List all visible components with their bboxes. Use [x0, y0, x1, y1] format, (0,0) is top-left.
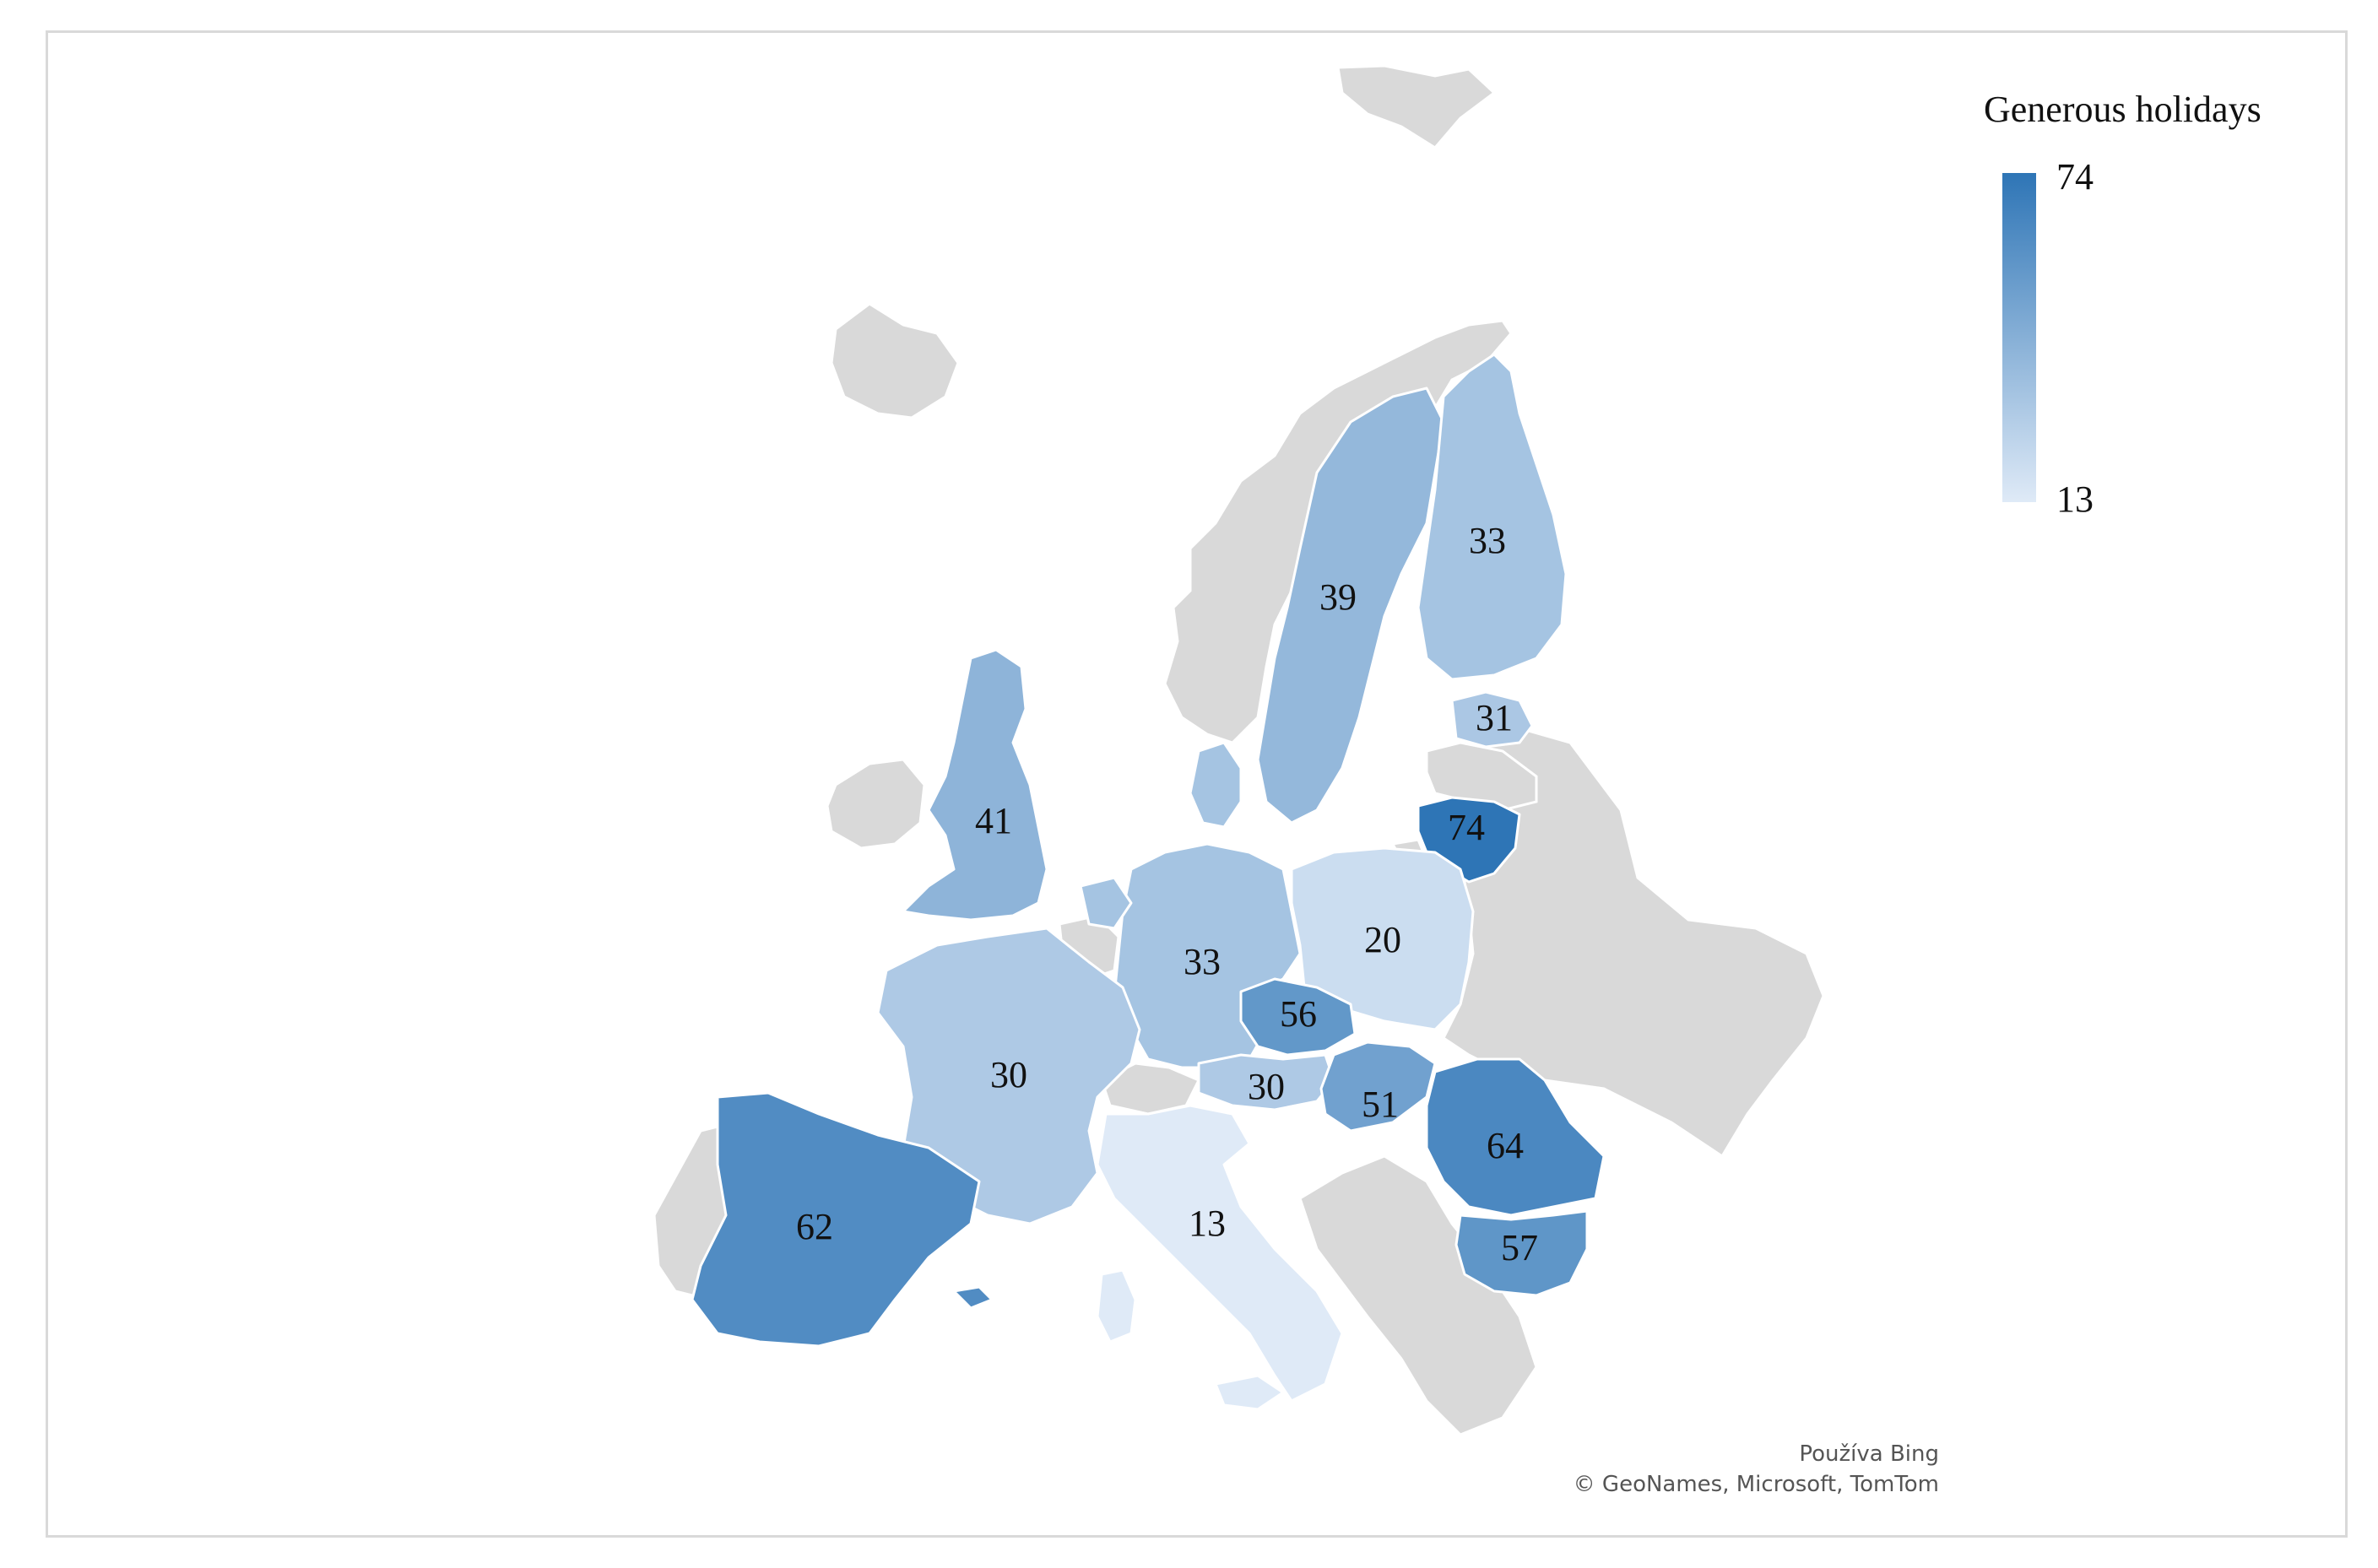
label-germany: 33 — [1184, 941, 1221, 982]
label-sweden: 39 — [1319, 576, 1357, 618]
legend-max-label: 74 — [2056, 156, 2094, 197]
label-france: 30 — [990, 1054, 1027, 1095]
country-france[interactable] — [876, 927, 1141, 1225]
ireland-shape — [826, 758, 926, 850]
legend-title: Generous holidays — [1984, 89, 2262, 130]
balkans-shape — [1298, 1154, 1538, 1436]
countries — [691, 353, 1606, 1403]
map-credit-sources: © GeoNames, Microsoft, TomTom — [1573, 1472, 1939, 1497]
label-poland: 20 — [1364, 919, 1401, 960]
value-labels: 74 64 62 57 56 51 41 39 33 33 31 30 30 2… — [796, 520, 1538, 1268]
country-romania[interactable] — [1425, 1057, 1606, 1217]
country-uk[interactable] — [902, 648, 1048, 922]
balearic-shape — [952, 1285, 994, 1310]
country-bulgaria[interactable] — [1454, 1209, 1589, 1297]
label-romania: 64 — [1487, 1125, 1524, 1166]
country-czechia[interactable] — [1239, 977, 1357, 1057]
legend-color-ramp — [2002, 173, 2036, 502]
label-hungary: 51 — [1362, 1084, 1399, 1125]
map-credit-bing: Používa Bing — [1799, 1441, 1939, 1467]
label-lithuania: 74 — [1448, 807, 1485, 848]
label-estonia: 31 — [1476, 697, 1513, 738]
iceland-shape — [830, 302, 960, 419]
svalbard-shape — [1336, 64, 1497, 149]
country-finland[interactable] — [1417, 353, 1568, 681]
country-poland[interactable] — [1290, 846, 1475, 1031]
country-spain[interactable] — [691, 1091, 981, 1348]
label-italy: 13 — [1189, 1203, 1226, 1244]
label-spain: 62 — [796, 1206, 833, 1247]
sicily-shape — [1214, 1374, 1285, 1411]
country-italy[interactable] — [1096, 1104, 1344, 1403]
label-uk: 41 — [975, 800, 1012, 841]
country-estonia[interactable] — [1450, 690, 1534, 749]
switzerland-shape — [1100, 1062, 1201, 1116]
minor-territories — [952, 741, 1285, 1411]
country-hungary[interactable] — [1319, 1041, 1437, 1133]
denmark-shape[interactable] — [1189, 741, 1243, 829]
sardinia-shape — [1096, 1268, 1137, 1344]
label-czechia: 56 — [1280, 993, 1317, 1035]
netherlands-shape[interactable] — [1079, 876, 1133, 930]
legend-min-label: 13 — [2056, 479, 2094, 520]
belarus-ukraine-russia-shape — [1442, 724, 1825, 1159]
label-austria: 30 — [1248, 1066, 1285, 1107]
label-finland: 33 — [1469, 520, 1506, 561]
label-bulgaria: 57 — [1501, 1227, 1538, 1268]
country-sweden[interactable] — [1256, 387, 1445, 825]
